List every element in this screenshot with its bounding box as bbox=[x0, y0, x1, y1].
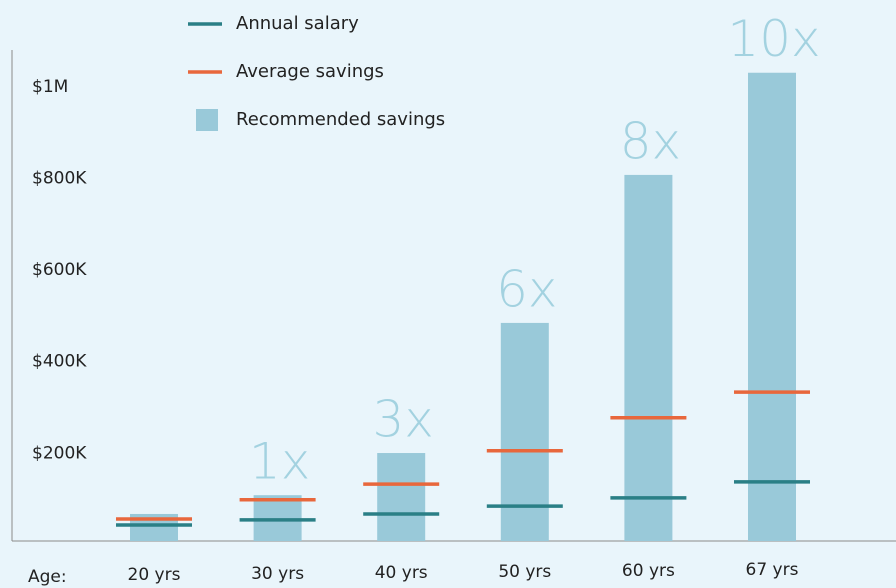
x-tick-label: 50 yrs bbox=[498, 562, 551, 582]
x-tick-label: 40 yrs bbox=[375, 563, 428, 583]
x-tick-label: 30 yrs bbox=[251, 564, 304, 584]
multiplier-label: 10x bbox=[727, 10, 820, 68]
bar bbox=[624, 174, 673, 541]
legend-label: Recommended savings bbox=[236, 109, 445, 130]
bar bbox=[500, 322, 549, 541]
legend-label: Annual salary bbox=[236, 13, 359, 34]
y-tick-label: $600K bbox=[32, 260, 87, 280]
bar bbox=[377, 453, 426, 541]
multiplier-label: 3x bbox=[372, 391, 433, 449]
multiplier-label: 8x bbox=[620, 112, 681, 170]
legend-swatch bbox=[196, 109, 218, 131]
y-tick-label: $400K bbox=[32, 352, 87, 372]
x-tick-label: 60 yrs bbox=[622, 561, 675, 581]
x-tick-label: 20 yrs bbox=[128, 565, 181, 585]
bar bbox=[748, 72, 796, 541]
y-tick-label: $800K bbox=[32, 168, 87, 188]
x-axis-label: Age: bbox=[28, 567, 67, 587]
multiplier-label: 1x bbox=[249, 433, 310, 491]
y-tick-label: $1M bbox=[32, 77, 68, 97]
legend-label: Average savings bbox=[236, 61, 384, 82]
multiplier-label: 6x bbox=[496, 260, 557, 318]
x-tick-label: 67 yrs bbox=[746, 560, 799, 580]
bar bbox=[253, 495, 302, 541]
y-tick-label: $200K bbox=[32, 443, 87, 463]
